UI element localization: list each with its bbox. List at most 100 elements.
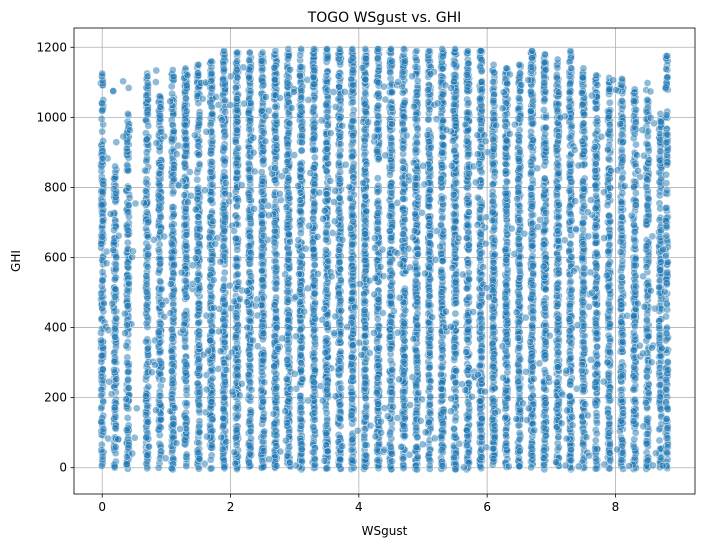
scatter-point: [247, 434, 255, 443]
scatter-point: [311, 455, 319, 464]
scatter-point: [322, 145, 331, 154]
scatter-point: [310, 153, 319, 162]
scatter-point: [245, 441, 254, 450]
scatter-point: [194, 60, 203, 69]
scatter-point: [97, 462, 106, 470]
scatter-point: [246, 99, 255, 107]
scatter-point: [221, 378, 229, 387]
scatter-point: [258, 219, 266, 228]
scatter-point: [361, 256, 369, 265]
scatter-point: [284, 211, 293, 220]
scatter-point: [142, 433, 151, 442]
scatter-point: [348, 152, 357, 161]
scatter-point: [349, 80, 357, 89]
scatter-point: [167, 367, 176, 375]
scatter-point: [98, 201, 107, 210]
scatter-point: [233, 117, 242, 126]
scatter-point: [361, 441, 369, 449]
scatter-point: [194, 319, 203, 328]
scatter-point: [156, 278, 165, 286]
scatter-point: [232, 426, 241, 435]
scatter-point: [168, 335, 176, 343]
scatter-point: [168, 379, 177, 388]
scatter-point: [220, 226, 229, 235]
scatter-point: [232, 441, 241, 450]
scatter-point: [258, 276, 267, 284]
scatter-point: [142, 300, 151, 309]
scatter-point: [284, 188, 293, 197]
scatter-point: [348, 341, 357, 350]
scatter-point: [283, 356, 292, 364]
scatter-point: [297, 102, 306, 111]
scatter-point: [309, 252, 318, 260]
scatter-point: [284, 129, 293, 137]
scatter-point: [259, 128, 268, 137]
scatter-point: [297, 445, 306, 453]
scatter-point: [156, 391, 165, 400]
scatter-point: [296, 63, 305, 71]
scatter-point: [348, 373, 357, 382]
scatter-point: [143, 263, 152, 271]
scatter-point: [336, 414, 344, 423]
scatter-point: [309, 448, 318, 457]
scatter-point: [111, 413, 120, 421]
scatter-point: [233, 213, 242, 222]
scatter-point: [123, 286, 132, 295]
scatter-point: [99, 180, 107, 188]
scatter-point: [234, 326, 242, 335]
scatter-point: [124, 301, 132, 310]
scatter-point: [144, 250, 153, 259]
scatter-point: [323, 385, 331, 394]
scatter-point: [124, 208, 133, 216]
scatter-point: [195, 225, 204, 233]
scatter-point: [246, 378, 255, 387]
scatter-point: [272, 323, 281, 332]
scatter-point: [142, 319, 151, 328]
scatter-point: [257, 188, 266, 196]
scatter-point: [335, 158, 343, 167]
scatter-point: [323, 221, 332, 230]
scatter-point: [98, 187, 107, 196]
scatter-point: [181, 135, 190, 144]
scatter-point: [361, 108, 370, 116]
scatter-point: [142, 288, 151, 296]
scatter-point: [168, 203, 177, 211]
scatter-point: [272, 279, 281, 288]
scatter-point: [110, 293, 119, 301]
scatter-point: [233, 365, 241, 373]
scatter-point: [98, 99, 106, 108]
scatter-point: [244, 370, 253, 379]
scatter-point: [309, 423, 318, 432]
scatter-point: [167, 394, 176, 402]
scatter-point: [182, 107, 191, 116]
scatter-point: [169, 420, 178, 429]
scatter-point: [347, 384, 356, 392]
scatter-point: [257, 57, 266, 65]
scatter-point: [206, 464, 215, 473]
scatter-point: [284, 45, 293, 53]
scatter-point: [207, 441, 216, 450]
scatter-point: [170, 261, 178, 270]
scatter-point: [271, 102, 279, 111]
scatter-point: [348, 211, 357, 219]
scatter-point: [245, 173, 254, 182]
scatter-point: [156, 111, 164, 120]
scatter-point: [182, 205, 190, 213]
scatter-point: [180, 159, 189, 168]
scatter-point: [206, 283, 215, 291]
scatter-point: [361, 45, 370, 53]
scatter-point: [111, 424, 120, 433]
scatter-point: [347, 410, 356, 419]
scatter-point: [182, 81, 191, 90]
scatter-point: [110, 462, 119, 471]
scatter-point: [195, 365, 203, 373]
scatter-point: [182, 360, 191, 369]
scatter-point: [220, 65, 228, 74]
scatter-point: [194, 151, 203, 159]
scatter-point: [195, 304, 203, 313]
scatter-point: [154, 463, 163, 472]
scatter-point: [272, 431, 281, 440]
scatter-point: [284, 255, 292, 264]
scatter-point: [348, 45, 357, 53]
scatter-point: [349, 265, 358, 274]
